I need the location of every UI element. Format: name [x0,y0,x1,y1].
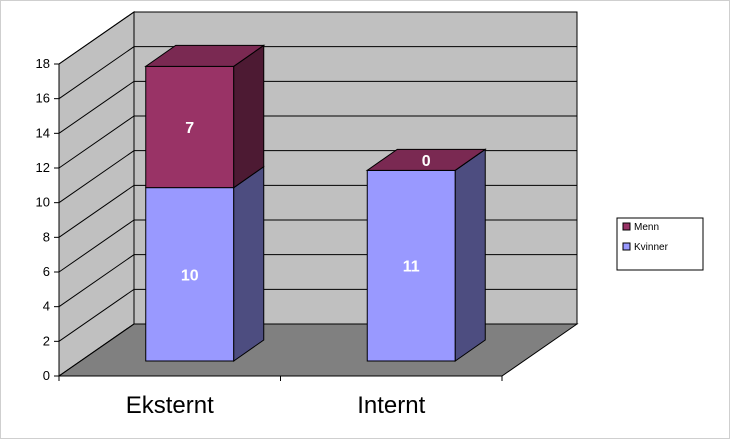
y-tick-label: 6 [43,264,50,279]
gridline [58,115,577,169]
data-label: 11 [403,259,420,276]
bar-internt-kvinner-side [454,148,486,362]
bar-internt-top [365,148,487,171]
category-label: Eksternt [126,392,214,419]
side-wall [58,11,135,377]
legend-swatch [622,222,631,231]
data-label: 0 [422,153,431,170]
bar-eksternt-top [144,44,266,67]
floor [57,323,579,377]
y-tick-label: 14 [36,125,50,140]
legend-swatch [622,242,631,251]
legend-label: Menn [634,222,659,233]
y-tick-label: 12 [36,160,50,175]
legend-label: Kvinner [634,242,669,253]
bar-eksternt-kvinner-side [233,165,265,362]
gridline [58,46,577,100]
gridline [58,11,577,65]
y-tick-label: 2 [43,333,50,348]
y-tick-label: 16 [36,91,50,106]
y-tick-label: 18 [36,56,50,71]
category-label: Internt [357,392,425,419]
data-label: 10 [181,267,199,284]
y-tick-label: 0 [43,368,50,383]
y-tick-label: 10 [36,195,50,210]
bar-eksternt-menn-side [233,44,265,189]
legend-box [616,217,704,271]
gridline [58,80,577,134]
y-tick-label: 4 [43,299,50,314]
y-tick-label: 8 [43,229,50,244]
data-label: 7 [185,120,194,137]
